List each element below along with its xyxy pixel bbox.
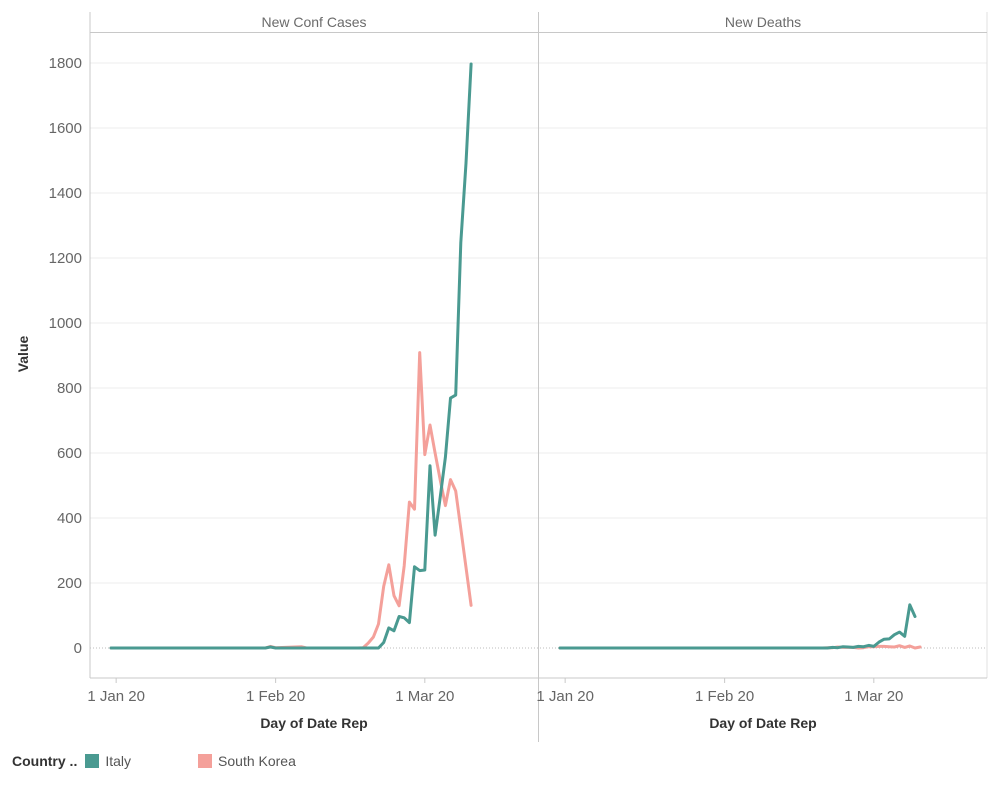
legend-item-south-korea[interactable]: South Korea bbox=[198, 753, 296, 769]
x-tick-label: 1 Feb 20 bbox=[695, 688, 754, 705]
series-line-italy-panel-2 bbox=[558, 603, 917, 650]
y-tick-label: 0 bbox=[74, 640, 82, 657]
panel-title-new-deaths: New Deaths bbox=[725, 14, 801, 30]
y-tick-label: 400 bbox=[57, 510, 82, 527]
y-tick-label: 600 bbox=[57, 445, 82, 462]
legend-item-italy[interactable]: Italy bbox=[85, 753, 131, 769]
x-tick-label: 1 Jan 20 bbox=[87, 688, 145, 705]
y-tick-label: 1200 bbox=[49, 250, 82, 267]
y-tick-label: 200 bbox=[57, 575, 82, 592]
y-tick-label: 1600 bbox=[49, 120, 82, 137]
series-line-italy-panel-1 bbox=[109, 62, 473, 650]
y-axis-title: Value bbox=[15, 336, 31, 373]
panel-frames bbox=[89, 12, 988, 742]
legend-label-south-korea: South Korea bbox=[218, 753, 296, 769]
legend-swatch-italy bbox=[85, 754, 100, 768]
legend: Country .. Italy South Korea bbox=[12, 751, 363, 771]
y-tick-label: 1000 bbox=[49, 315, 82, 332]
x-axis-title-left: Day of Date Rep bbox=[260, 715, 367, 731]
y-tick-label: 1400 bbox=[49, 185, 82, 202]
x-tick-label: 1 Jan 20 bbox=[536, 688, 594, 705]
panel-title-new-conf-cases: New Conf Cases bbox=[261, 14, 366, 30]
legend-swatch-south-korea bbox=[198, 754, 213, 768]
axis-ticks: 0 200 400 600 800 1000 1200 1400 1600 1800 1 Jan 2… bbox=[49, 55, 904, 705]
legend-label-italy: Italy bbox=[105, 753, 132, 769]
x-tick-label: 1 Feb 20 bbox=[246, 688, 305, 705]
legend-title: Country .. bbox=[12, 753, 78, 769]
y-tick-label: 1800 bbox=[49, 55, 82, 72]
x-axis-title-right: Day of Date Rep bbox=[709, 715, 816, 731]
series-lines bbox=[109, 62, 922, 650]
x-tick-label: 1 Mar 20 bbox=[844, 688, 903, 705]
x-tick-label: 1 Mar 20 bbox=[395, 688, 454, 705]
y-tick-label: 800 bbox=[57, 380, 82, 397]
series-line-south-korea-panel-1 bbox=[109, 351, 473, 650]
